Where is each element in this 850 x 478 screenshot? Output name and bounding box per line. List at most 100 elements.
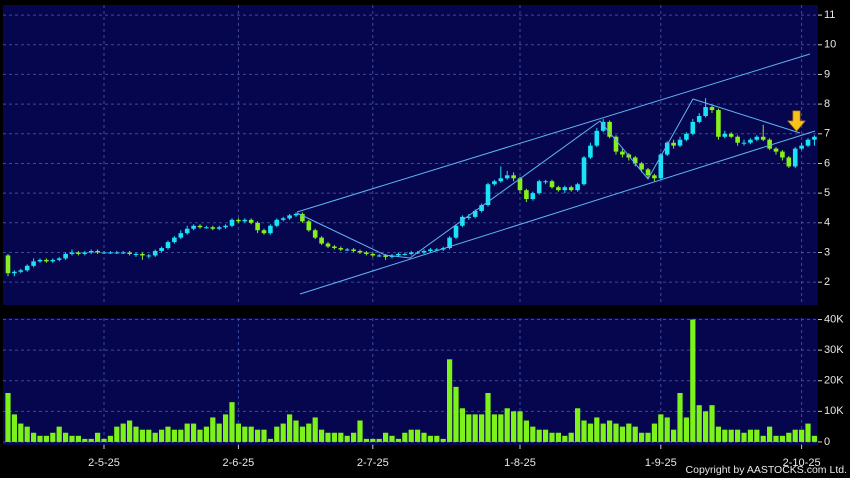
candle-body — [472, 210, 478, 217]
y-tick-label: 2 — [824, 276, 830, 288]
volume-bar — [312, 417, 318, 442]
volume-bar — [235, 423, 241, 442]
volume-bar — [62, 432, 69, 442]
upper-channel — [296, 53, 811, 213]
volume-bar — [472, 414, 478, 442]
volume-bar — [767, 426, 773, 442]
candle-body — [274, 219, 280, 226]
candle-body — [799, 145, 804, 149]
volume-bar — [133, 426, 139, 442]
candle-body — [504, 175, 510, 179]
volume-bar — [415, 429, 421, 442]
y-tick-label: 5 — [824, 187, 830, 199]
candle-body — [140, 253, 145, 256]
candle-body — [568, 187, 574, 191]
candle-body — [146, 255, 152, 257]
volume-bar — [299, 426, 306, 442]
volume-bar — [158, 429, 165, 442]
candle-body — [652, 175, 657, 179]
candle-body — [120, 252, 126, 254]
volume-bar — [491, 414, 498, 442]
candle-body — [357, 250, 363, 253]
volume-bar — [799, 429, 805, 442]
candle-body — [95, 250, 100, 253]
candle-body — [178, 233, 184, 238]
candle-body — [709, 107, 715, 111]
volume-bar — [383, 432, 389, 442]
volume-bar — [779, 435, 786, 442]
volume-bar — [786, 432, 792, 442]
volume-bar — [683, 417, 690, 442]
volume-bar — [325, 432, 331, 442]
volume-bar — [171, 429, 177, 442]
candle-body — [127, 252, 132, 254]
candle-body — [364, 252, 369, 254]
volume-bar — [536, 429, 542, 442]
y-tick-label: 0 — [824, 436, 830, 448]
candle-body — [108, 252, 113, 254]
volume-bar — [319, 429, 325, 442]
volume-bar — [75, 435, 81, 442]
volume-bar — [395, 438, 402, 442]
y-tick-label: 4 — [824, 217, 830, 229]
candle-body — [434, 249, 440, 251]
candle-body — [645, 169, 651, 176]
volume-bar — [357, 420, 363, 442]
volume-bar — [114, 426, 120, 442]
volume-bar — [504, 408, 510, 442]
candle-body — [492, 181, 497, 185]
candle-body — [728, 133, 734, 137]
volume-bar — [37, 435, 43, 442]
candle-body — [748, 139, 753, 143]
candle-body — [76, 252, 81, 254]
candle-body — [50, 259, 56, 262]
volume-bar — [632, 426, 638, 442]
candle-body — [780, 151, 785, 158]
volume-bar — [24, 426, 30, 442]
volume-bar — [485, 392, 491, 442]
volume-bar — [645, 432, 651, 442]
volume-bar — [600, 423, 606, 442]
volume-bar — [511, 411, 517, 442]
volume-bar — [210, 417, 216, 442]
candle-body — [735, 136, 740, 143]
x-tick-label: 2-5-25 — [88, 457, 120, 469]
candle-body — [536, 181, 542, 194]
candle-body — [594, 130, 600, 146]
volume-bar — [178, 429, 184, 442]
candle-body — [754, 136, 760, 140]
volume-bar — [453, 386, 459, 442]
candle-body — [613, 136, 619, 152]
volume-bar — [754, 429, 760, 442]
volume-bar — [248, 426, 254, 442]
y-tick-label: 9 — [824, 68, 830, 80]
volume-bar — [741, 432, 747, 442]
candle-body — [197, 225, 203, 228]
candle-body — [639, 163, 644, 170]
volume-bar — [735, 429, 741, 442]
volume-bar — [709, 405, 715, 442]
volume-bar — [203, 426, 209, 442]
candle-body — [466, 216, 472, 218]
candle-body — [556, 187, 561, 191]
volume-bar — [447, 359, 453, 442]
volume-bar — [728, 429, 734, 442]
volume-bar — [543, 429, 549, 442]
volume-bar — [587, 423, 594, 442]
volume-bar — [434, 435, 440, 442]
volume-bar — [370, 438, 376, 442]
volume-bar — [165, 426, 171, 442]
candle-body — [376, 255, 382, 257]
lower-channel — [299, 130, 816, 295]
volume-bar — [267, 438, 273, 442]
candle-body — [152, 250, 158, 256]
volume-bar — [555, 432, 562, 442]
candle-body — [248, 219, 254, 223]
candle-body — [5, 255, 11, 274]
candle-body — [690, 121, 696, 134]
candle-body — [485, 184, 491, 205]
volume-bar — [703, 411, 709, 442]
candle-body — [351, 249, 356, 251]
volume-bar — [427, 435, 434, 442]
candle-body — [511, 175, 516, 179]
